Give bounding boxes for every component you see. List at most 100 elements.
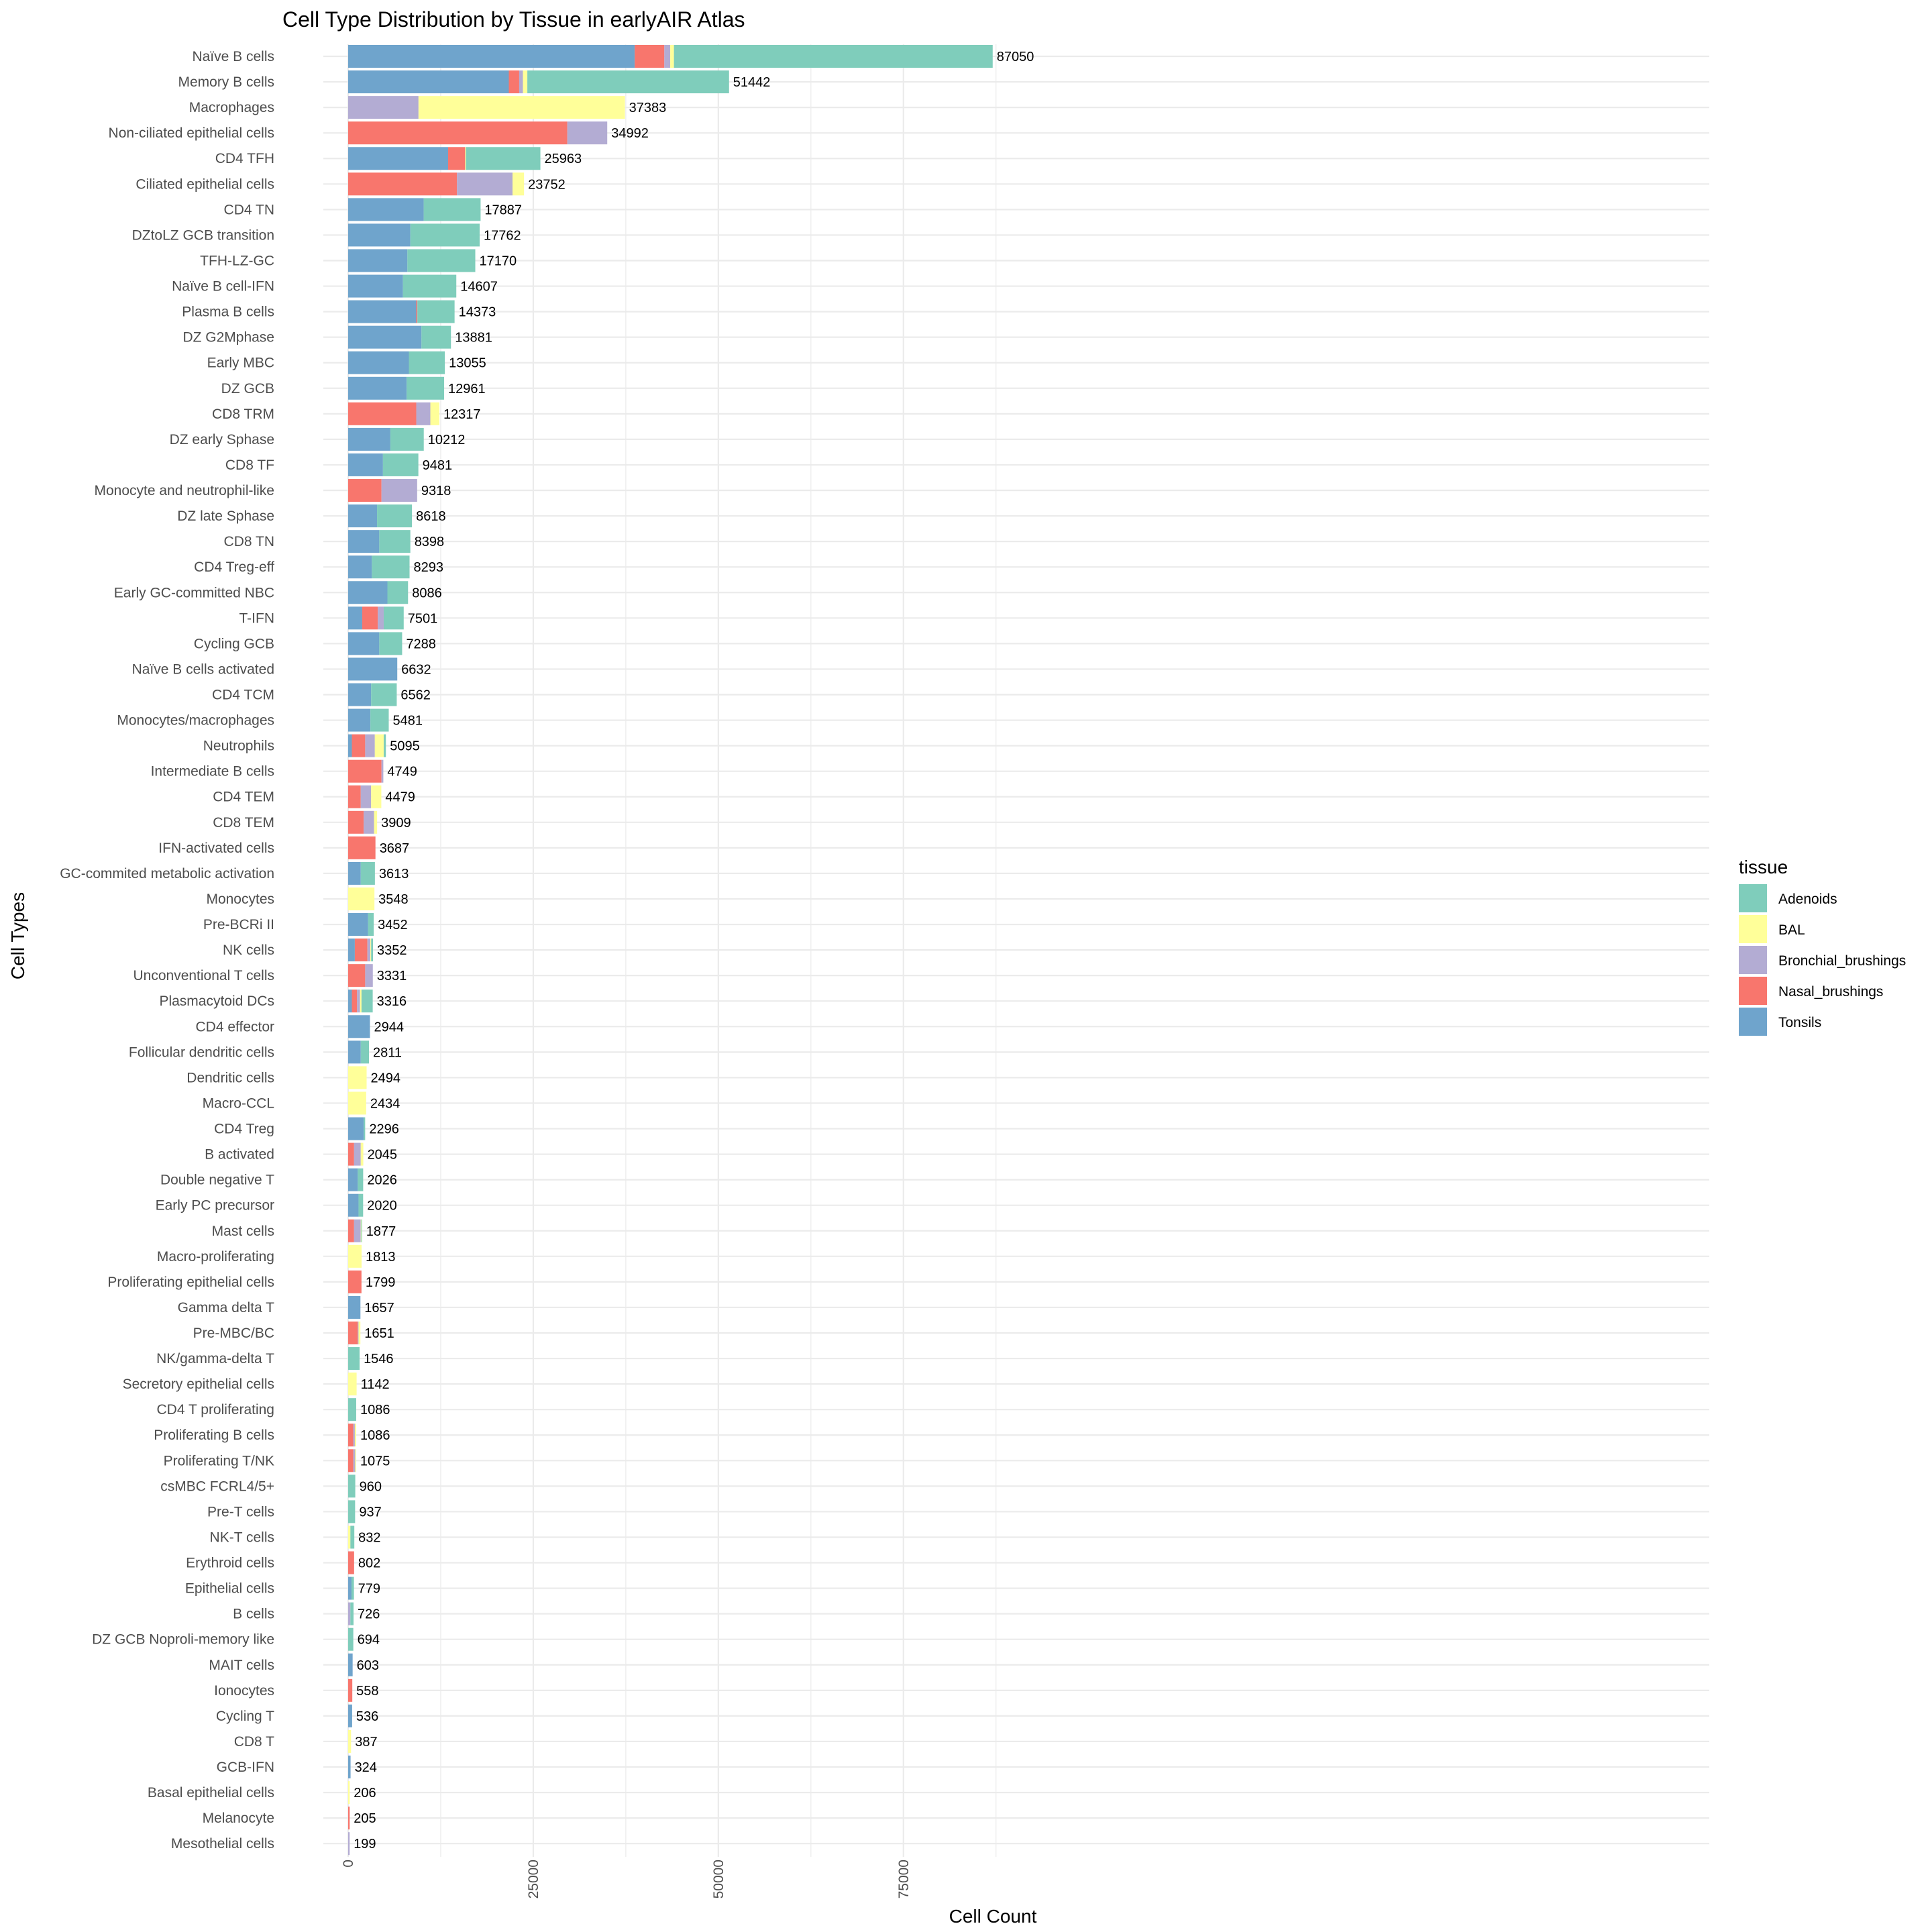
y-tick-label: Monocyte and neutrophil-like — [95, 483, 275, 498]
bar-total-label: 8618 — [416, 509, 446, 524]
legend-swatch-adenoids — [1739, 884, 1767, 912]
bar-segment-adenoids — [371, 683, 397, 706]
y-tick-label: CD8 TRM — [212, 407, 274, 422]
y-tick-label: NK cells — [223, 943, 274, 958]
legend-swatch-tonsils — [1739, 1008, 1767, 1036]
bar-total-label: 23752 — [528, 177, 566, 192]
bar-segment-nasal-brushings — [348, 1219, 354, 1242]
bar-total-label: 2434 — [370, 1096, 400, 1111]
y-tick-label: DZtoLZ GCB transition — [132, 227, 274, 243]
bar-total-label: 205 — [354, 1811, 376, 1826]
bar-segment-bronchial-brushings — [353, 1449, 356, 1472]
y-tick-label: DZ early Sphase — [170, 432, 274, 447]
legend-label: BAL — [1778, 922, 1805, 938]
y-tick-label: Erythroid cells — [186, 1556, 274, 1571]
bar-segment-adenoids — [350, 1602, 354, 1625]
bar-total-label: 4479 — [385, 790, 415, 805]
bar-segment-tonsils — [348, 198, 424, 221]
bar-segment-nasal-brushings — [348, 759, 382, 783]
bar-segment-bal — [360, 1219, 362, 1242]
bar-segment-adenoids — [348, 1500, 356, 1523]
bar-total-label: 5095 — [390, 739, 420, 754]
bar-segment-bronchial-brushings — [354, 1142, 361, 1166]
x-axis-ticks: 0 25000 50000 75000 — [341, 1860, 912, 1898]
bar-total-label: 9318 — [421, 484, 451, 498]
bar-segment-tonsils — [348, 861, 361, 885]
bar-total-label: 2026 — [367, 1173, 397, 1188]
bar-total-label: 1799 — [366, 1275, 396, 1290]
bar-segment-bal — [513, 172, 525, 196]
y-tick-label: Early MBC — [207, 356, 274, 371]
bar-segment-tonsils — [348, 1117, 364, 1140]
bar-total-label: 536 — [356, 1709, 378, 1724]
y-tick-label: CD4 T proliferating — [157, 1402, 274, 1417]
bar-segment-bal — [360, 1142, 364, 1166]
bar-segment-adenoids — [417, 300, 455, 323]
y-tick-label: Secretory epithelial cells — [123, 1377, 274, 1392]
bar-segment-nasal-brushings — [348, 1678, 353, 1702]
legend-swatch-bronchial-brushings — [1739, 946, 1767, 974]
y-tick-label: Mesothelial cells — [171, 1836, 274, 1851]
bar-total-label: 13055 — [449, 356, 486, 371]
bar-segment-tonsils — [348, 1193, 359, 1217]
bar-segment-adenoids — [370, 708, 389, 732]
bar-segment-bal — [348, 1781, 350, 1805]
y-tick-label: Mast cells — [212, 1224, 274, 1239]
bar-segment-tonsils — [348, 147, 448, 170]
bar-segment-nasal-brushings — [352, 989, 358, 1013]
bar-segment-adenoids — [390, 427, 424, 451]
bar-total-label: 2020 — [367, 1199, 397, 1214]
y-tick-label: Proliferating epithelial cells — [107, 1275, 274, 1290]
bar-total-label: 3613 — [379, 867, 409, 881]
bar-total-label: 14607 — [460, 280, 498, 294]
bar-total-label: 6632 — [401, 662, 431, 677]
bar-segment-nasal-brushings — [354, 938, 368, 962]
bar-segment-bal — [370, 938, 372, 962]
bar-segment-bronchial-brushings — [664, 45, 671, 68]
bar-segment-adenoids — [371, 938, 373, 962]
bar-segment-tonsils — [348, 708, 371, 732]
y-tick-label: Naïve B cell-IFN — [172, 279, 274, 294]
bar-segment-adenoids — [423, 198, 481, 221]
y-tick-label: Ionocytes — [214, 1683, 274, 1699]
y-tick-label: Macrophages — [189, 100, 274, 115]
bar-segment-adenoids — [358, 1168, 364, 1191]
bar-segment-nasal-brushings — [348, 785, 361, 808]
bar-segment-adenoids — [377, 504, 413, 528]
y-tick-label: CD4 Treg-eff — [194, 559, 274, 575]
bar-total-label: 8398 — [415, 535, 445, 549]
bar-total-label: 87050 — [997, 50, 1034, 64]
bar-segment-bronchial-brushings — [348, 1602, 351, 1625]
bar-total-label: 17887 — [484, 203, 522, 217]
bar-segment-bronchial-brushings — [365, 734, 375, 757]
y-tick-label: CD4 TCM — [212, 688, 274, 703]
bar-total-label: 558 — [356, 1684, 378, 1699]
bar-segment-nasal-brushings — [348, 836, 376, 859]
bar-total-label: 694 — [358, 1633, 380, 1648]
y-tick-label: MAIT cells — [209, 1658, 274, 1673]
bar-segment-tonsils — [348, 581, 388, 604]
y-tick-label: Intermediate B cells — [151, 764, 274, 780]
bar-total-label: 9481 — [423, 458, 453, 473]
bar-segment-bronchial-brushings — [381, 479, 417, 502]
y-axis-labels: Naïve B cells Memory B cells Macrophages No… — [60, 49, 274, 1851]
bar-segment-nasal-brushings — [348, 810, 364, 834]
y-tick-label: CD4 TEM — [213, 790, 274, 805]
y-tick-label: Melanocyte — [203, 1811, 274, 1826]
bar-segment-adenoids — [379, 632, 402, 655]
bar-total-label: 937 — [359, 1505, 381, 1519]
y-tick-label: CD4 TFH — [215, 151, 274, 166]
bar-total-label: 3452 — [378, 918, 408, 932]
bar-segment-tonsils — [348, 913, 368, 936]
bar-segment-bal — [354, 1424, 356, 1447]
bar-total-label: 1546 — [364, 1352, 394, 1366]
y-tick-label: CD4 effector — [196, 1019, 275, 1034]
bar-total-label: 199 — [354, 1837, 376, 1851]
legend: tissue Adenoids BAL Bronchial_brushings Nas… — [1739, 857, 1906, 1036]
bar-segment-adenoids — [402, 274, 457, 298]
bar-total-label: 7288 — [406, 637, 436, 651]
bar-total-label: 34992 — [611, 126, 649, 141]
bar-segment-nasal-brushings — [348, 1142, 354, 1166]
bar-segment-adenoids — [409, 351, 445, 374]
bar-segment-bal — [355, 1449, 356, 1472]
